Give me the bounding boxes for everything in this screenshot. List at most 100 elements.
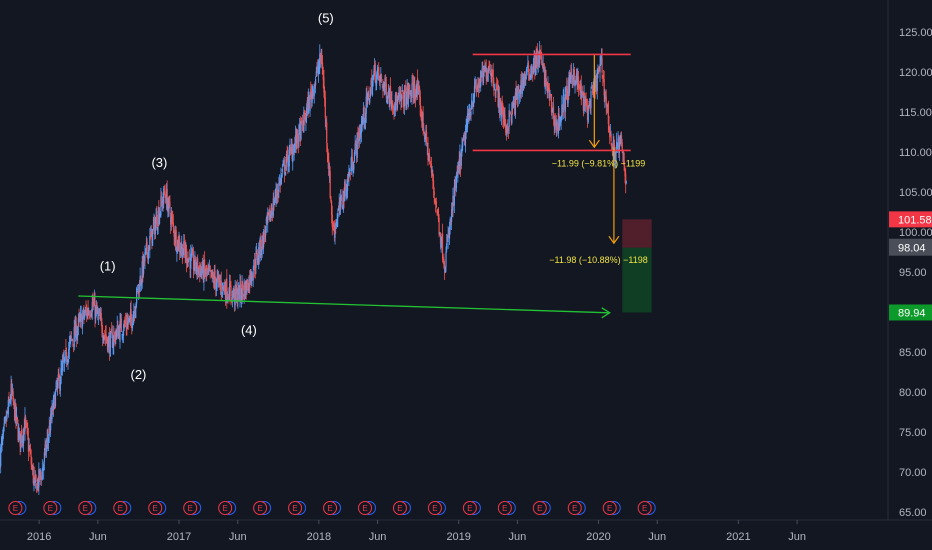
candle-body: [116, 325, 118, 332]
candle-body: [618, 142, 621, 153]
candle-body: [489, 70, 492, 74]
time-axis[interactable]: 2016 Jun 2017 Jun 2018 Jun 2019 Jun 2020 Jun 2021 J…: [27, 520, 806, 543]
candle-body: [204, 259, 206, 271]
price-tick-label: 120.00: [899, 67, 932, 79]
candle-body: [149, 234, 152, 236]
candle-body: [532, 65, 535, 74]
candle-body: [46, 437, 48, 442]
candle-body: [68, 348, 70, 358]
candle-body: [541, 62, 544, 64]
candle-body: [47, 437, 50, 443]
candle-body: [414, 85, 416, 94]
candle-body: [505, 126, 507, 133]
candle-body: [229, 281, 231, 288]
price-tick-label: 70.00: [899, 467, 927, 479]
candle-body: [166, 188, 168, 211]
candle-body: [428, 153, 430, 161]
candle-body: [419, 88, 421, 98]
candle-body: [373, 65, 376, 74]
candle-body: [437, 208, 439, 220]
candle-body: [452, 195, 454, 211]
earnings-marker-label: E: [83, 504, 88, 513]
candle-body: [548, 83, 550, 90]
candle-body: [28, 447, 30, 449]
candle-body: [175, 230, 177, 251]
candle-body: [174, 238, 176, 240]
candle-body: [29, 449, 31, 452]
candle-body: [86, 309, 89, 319]
candle-body: [475, 84, 477, 90]
candle-body: [68, 341, 70, 350]
measure-arrow-head: [608, 235, 620, 245]
candle-body: [612, 141, 614, 157]
time-tick-label: Jun: [788, 531, 806, 543]
candle-body: [351, 157, 353, 170]
candle-body: [72, 344, 75, 345]
time-tick-label: 2018: [307, 531, 331, 543]
candle-body: [543, 65, 545, 67]
candle-body: [217, 276, 219, 277]
candle-body: [201, 270, 203, 275]
candle-body: [342, 206, 344, 208]
candle-body: [298, 124, 300, 142]
candle-body: [376, 70, 378, 76]
candle-body: [77, 328, 79, 336]
candle-body: [118, 329, 120, 337]
candle-body: [522, 80, 524, 85]
candle-body: [16, 416, 18, 422]
candle-body: [508, 110, 510, 128]
candle-body: [167, 205, 169, 212]
candle-body: [41, 477, 43, 480]
candle-body: [363, 106, 365, 122]
candle-body: [607, 105, 609, 107]
candle-body: [339, 205, 341, 209]
candle-body: [610, 134, 612, 141]
candle-body: [476, 88, 478, 90]
candle-body: [154, 223, 156, 235]
candle-body: [51, 406, 53, 420]
candle-body: [260, 249, 263, 256]
candle-body: [173, 227, 175, 238]
candle-body: [360, 123, 362, 134]
candle-body: [80, 313, 82, 315]
candle-body: [43, 463, 45, 471]
candle-body: [181, 244, 183, 251]
candle-body: [74, 324, 76, 336]
candle-body: [213, 273, 215, 286]
candle-body: [251, 277, 253, 281]
candle-body: [567, 80, 569, 104]
candle-body: [545, 69, 547, 83]
candle-body: [588, 103, 590, 105]
candle-body: [585, 101, 587, 106]
candle-body: [197, 268, 199, 274]
candle-body: [282, 163, 284, 166]
profit-target-zone: [622, 247, 652, 313]
candle-body: [571, 77, 573, 79]
candle-body: [378, 75, 381, 81]
candle-body: [573, 69, 575, 85]
candle-body: [287, 163, 290, 165]
candle-body: [90, 312, 93, 317]
candle-body: [613, 144, 616, 159]
candle-body: [582, 91, 584, 92]
candle-body: [235, 285, 237, 293]
price-axis[interactable]: 125.00 120.00 115.00 110.00 105.00 100.00 95.0…: [899, 27, 932, 519]
candle-body: [549, 93, 551, 99]
candle-body: [172, 222, 175, 227]
candle-body: [218, 277, 220, 280]
candle-body: [304, 117, 306, 120]
candle-body: [133, 311, 136, 316]
earnings-marker-label: E: [467, 504, 472, 513]
candle-body: [594, 80, 596, 91]
candle-body: [550, 93, 553, 113]
candle-body: [87, 308, 89, 314]
earnings-marker-label: E: [537, 504, 542, 513]
candle-body: [170, 215, 172, 223]
candle-body: [602, 75, 605, 79]
candle-body: [161, 199, 163, 201]
candle-body: [152, 228, 154, 246]
candle-body: [219, 283, 222, 286]
candle-body: [528, 75, 530, 77]
candle-body: [139, 276, 141, 292]
